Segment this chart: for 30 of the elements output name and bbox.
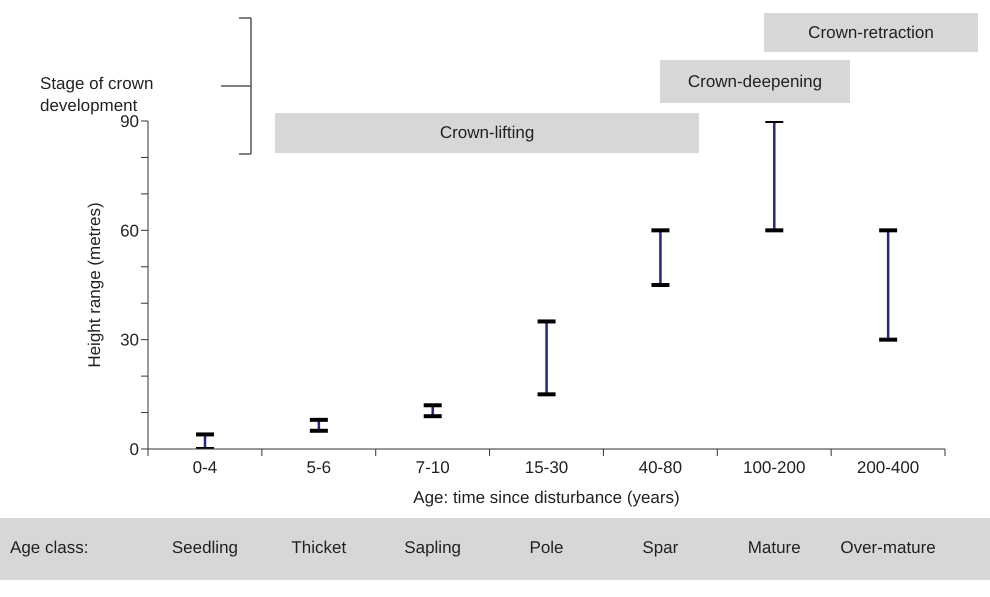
x-tick-label: 0-4 [192, 458, 218, 477]
bar [886, 230, 890, 340]
x-axis-title: Age: time since disturbance (years) [413, 488, 680, 507]
x-tick-label: 100-200 [743, 458, 806, 477]
text: Over-mature [840, 538, 936, 557]
y-tick-label: 30 [120, 330, 139, 350]
text: Mature [748, 538, 801, 557]
y-tick-label: 90 [120, 112, 139, 132]
x-tick-label: 5-6 [306, 458, 332, 477]
x-tick-label: 200-400 [856, 458, 920, 477]
x-tick-label: 40-80 [638, 458, 682, 477]
x-tick-label: 7-10 [416, 458, 450, 477]
annotation: Crown-lifting [440, 123, 534, 143]
text: Age class: [10, 538, 88, 557]
y-tick-label: 60 [120, 221, 139, 240]
text: Spar [642, 538, 678, 557]
text: Pole [529, 538, 564, 557]
bar [545, 321, 548, 394]
bar [659, 230, 662, 285]
stage-box: Crown-deepening [660, 60, 850, 103]
y-tick-label: 0 [130, 440, 139, 460]
text: Thicket [291, 538, 346, 557]
stage-box: Crown-lifting [274, 113, 700, 153]
y-axis-title: Height range (metres) [85, 202, 104, 368]
bar [773, 121, 776, 230]
text: Stage of crown development [40, 74, 154, 115]
text: Sapling [404, 538, 461, 557]
x-tick-label: 15-30 [524, 458, 568, 477]
text: Seedling [172, 538, 238, 557]
stage-box: Crown-retraction [764, 13, 978, 52]
